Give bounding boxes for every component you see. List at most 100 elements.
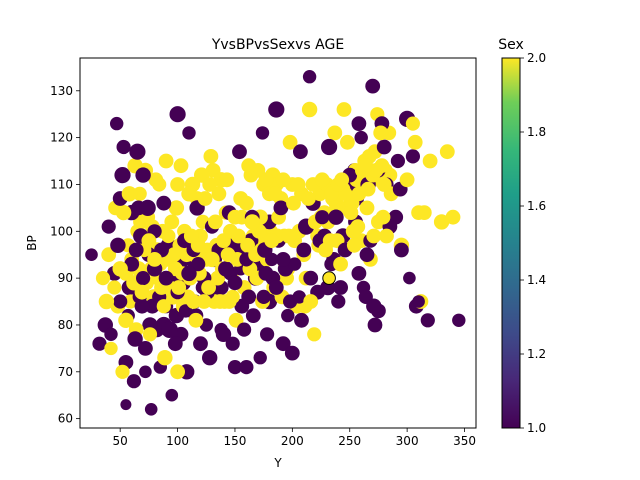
data-point-sex-1	[268, 280, 284, 295]
data-point-sex-1	[227, 360, 243, 375]
data-point-sex-1	[255, 126, 270, 140]
data-point-sex-2	[314, 172, 330, 188]
data-point-sex-2	[231, 228, 246, 244]
data-point-sex-1	[241, 289, 257, 305]
data-point-sex-2	[327, 125, 343, 141]
colorbar	[501, 57, 521, 429]
data-point-sex-1	[92, 336, 107, 351]
data-point-sex-2	[301, 101, 318, 118]
data-point-sex-1	[134, 298, 150, 314]
data-point-sex-1	[178, 304, 193, 318]
data-point-sex-1	[136, 271, 151, 286]
data-point-sex-2	[98, 293, 115, 310]
y-tick-label: 110	[50, 177, 73, 191]
data-point-sex-1	[114, 167, 131, 184]
y-tick-label: 90	[58, 271, 73, 285]
data-point-sex-1	[420, 313, 435, 328]
colorbar-tick-label: 1.8	[527, 125, 546, 139]
data-point-sex-1	[227, 275, 243, 291]
data-point-sex-2	[334, 172, 350, 188]
y-tick-label: 80	[58, 318, 73, 332]
data-point-sex-2	[101, 247, 117, 263]
data-point-sex-1	[260, 327, 275, 342]
highlighted-data-point	[322, 271, 336, 285]
data-point-sex-2	[134, 284, 150, 300]
scatter-points	[85, 70, 466, 416]
data-point-sex-1	[161, 321, 178, 338]
data-point-sex-2	[167, 261, 183, 277]
data-point-sex-2	[239, 195, 254, 211]
y-axis-ticks: 60 70 80 90 100 110 120 130	[50, 84, 80, 426]
data-point-sex-1	[394, 242, 409, 258]
x-tick-label: 200	[281, 434, 304, 448]
data-point-sex-2	[345, 223, 361, 239]
data-point-sex-2	[422, 153, 438, 169]
data-point-sex-1	[120, 399, 132, 411]
data-point-sex-2	[360, 181, 376, 197]
data-point-sex-1	[275, 252, 291, 267]
data-point-sex-1	[351, 116, 367, 131]
data-point-sex-1	[292, 290, 306, 304]
data-point-sex-2	[115, 364, 130, 379]
data-point-sex-2	[201, 280, 217, 295]
data-point-sex-1	[135, 167, 151, 183]
data-point-sex-2	[219, 172, 235, 188]
data-point-sex-2	[399, 172, 415, 188]
data-point-sex-2	[107, 280, 122, 295]
data-point-sex-2	[286, 195, 301, 211]
data-point-sex-2	[407, 134, 423, 150]
data-point-sex-2	[445, 209, 461, 225]
data-point-sex-1	[275, 336, 291, 352]
data-point-sex-2	[267, 186, 283, 202]
colorbar-tick-label: 2.0	[527, 51, 546, 65]
data-point-sex-2	[220, 247, 236, 263]
data-point-sex-1	[258, 266, 274, 281]
data-point-sex-2	[196, 294, 212, 309]
data-point-sex-2	[173, 158, 189, 174]
data-point-sex-2	[95, 271, 111, 286]
data-point-sex-1	[253, 351, 267, 365]
data-point-sex-1	[296, 242, 312, 258]
data-point-sex-2	[152, 177, 167, 192]
data-point-sex-1	[365, 78, 381, 94]
data-point-sex-1	[113, 294, 128, 309]
data-point-sex-2	[336, 102, 352, 117]
data-point-sex-1	[182, 126, 196, 140]
data-point-sex-1	[294, 312, 309, 328]
data-point-sex-2	[416, 205, 432, 221]
data-point-sex-1	[328, 209, 344, 225]
data-point-sex-1	[245, 308, 261, 323]
data-point-sex-2	[188, 312, 204, 328]
data-point-sex-2	[227, 209, 243, 225]
data-point-sex-1	[116, 139, 131, 155]
data-point-sex-2	[211, 186, 227, 202]
data-point-sex-1	[139, 365, 152, 379]
data-point-sex-1	[303, 270, 319, 286]
data-point-sex-1	[127, 331, 143, 347]
data-point-sex-1	[126, 374, 141, 389]
data-point-sex-2	[307, 327, 322, 342]
data-point-sex-1	[302, 70, 317, 84]
data-point-sex-1	[85, 248, 98, 261]
data-point-sex-2	[147, 252, 163, 267]
data-point-sex-1	[333, 280, 348, 295]
colorbar-ticks: 1.0 1.2 1.4 1.6 1.8 2.0	[520, 51, 546, 435]
y-tick-label: 120	[50, 131, 73, 145]
data-point-sex-1	[239, 360, 254, 375]
x-tick-label: 250	[338, 434, 361, 448]
data-point-sex-1	[354, 130, 368, 145]
data-point-sex-2	[225, 289, 240, 304]
data-point-sex-2	[343, 205, 359, 221]
data-point-sex-1	[193, 336, 208, 352]
data-point-sex-1	[169, 106, 186, 123]
data-point-sex-2	[208, 214, 223, 230]
data-point-sex-1	[321, 138, 338, 156]
data-point-sex-1	[138, 341, 153, 356]
data-point-sex-2	[141, 233, 157, 249]
data-point-sex-2	[142, 327, 158, 342]
data-point-sex-1	[412, 295, 425, 308]
data-point-sex-2	[168, 200, 185, 216]
x-tick-label: 350	[453, 434, 476, 448]
data-point-sex-1	[359, 247, 375, 263]
data-point-sex-1	[110, 237, 126, 253]
